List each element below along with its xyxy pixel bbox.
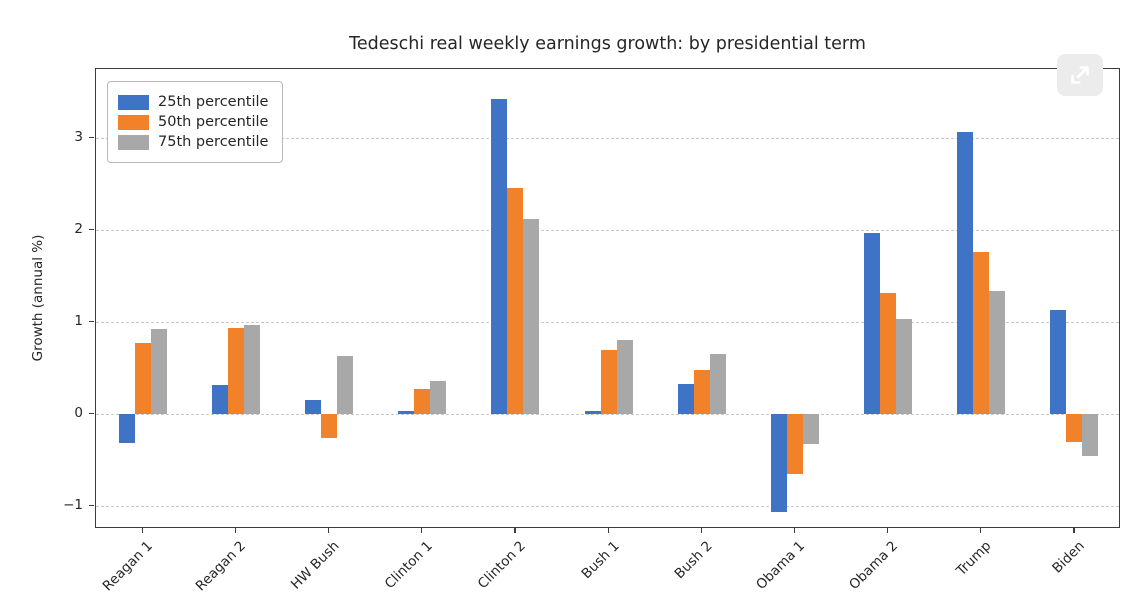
bar bbox=[430, 380, 447, 414]
x-tick-label: Reagan 1 bbox=[99, 538, 156, 595]
legend-swatch bbox=[118, 94, 149, 110]
bar bbox=[398, 411, 415, 414]
y-axis-tick bbox=[89, 321, 94, 323]
y-tick-label: −1 bbox=[63, 497, 83, 513]
x-tick-label: Clinton 1 bbox=[381, 538, 436, 593]
y-axis-label: Growth (annual %) bbox=[30, 234, 46, 362]
legend-swatch bbox=[118, 114, 149, 130]
bar bbox=[709, 354, 726, 414]
x-tick-label: Obama 1 bbox=[752, 538, 808, 593]
expand-arrow-icon bbox=[1071, 66, 1089, 84]
legend-swatch bbox=[118, 134, 149, 150]
bar bbox=[243, 324, 260, 414]
bar bbox=[150, 329, 167, 414]
y-tick-label: 2 bbox=[74, 221, 83, 237]
x-axis-tick bbox=[980, 528, 982, 533]
x-axis-tick bbox=[607, 528, 609, 533]
x-axis-tick bbox=[1073, 528, 1075, 533]
gridline bbox=[96, 230, 1119, 231]
bar bbox=[336, 356, 353, 414]
bar bbox=[584, 411, 601, 414]
legend-label: 25th percentile bbox=[158, 94, 269, 110]
bar bbox=[973, 252, 990, 414]
bar bbox=[227, 328, 244, 414]
y-axis-tick bbox=[89, 505, 94, 507]
y-axis-tick bbox=[89, 229, 94, 231]
bar bbox=[134, 343, 151, 414]
bar bbox=[864, 232, 881, 414]
legend-item: 25th percentile bbox=[118, 94, 268, 110]
x-tick-label: Reagan 2 bbox=[192, 538, 249, 595]
x-axis-tick bbox=[421, 528, 423, 533]
x-axis-tick bbox=[141, 528, 143, 533]
bar bbox=[414, 389, 431, 414]
legend-item: 50th percentile bbox=[118, 114, 268, 130]
x-tick-label: Obama 2 bbox=[846, 538, 902, 593]
gridline bbox=[96, 506, 1119, 507]
legend-label: 75th percentile bbox=[158, 134, 269, 150]
x-tick-label: Clinton 2 bbox=[475, 538, 530, 593]
gridline bbox=[96, 138, 1119, 139]
legend: 25th percentile 50th percentile 75th perce… bbox=[107, 81, 284, 163]
x-tick-label: Bush 1 bbox=[578, 538, 623, 583]
bar bbox=[989, 290, 1006, 414]
bar bbox=[693, 369, 710, 414]
bar bbox=[802, 414, 819, 445]
y-tick-label: 1 bbox=[74, 313, 83, 329]
legend-label: 50th percentile bbox=[158, 114, 269, 130]
x-axis-tick bbox=[514, 528, 516, 533]
bar bbox=[507, 187, 524, 414]
gridline bbox=[96, 414, 1119, 415]
bar bbox=[211, 385, 228, 414]
bar bbox=[1066, 414, 1083, 442]
x-tick-label: Biden bbox=[1049, 538, 1089, 577]
bar bbox=[616, 340, 633, 414]
bar bbox=[880, 292, 897, 414]
bar bbox=[677, 383, 694, 414]
bar bbox=[896, 319, 913, 414]
plot-area: 25th percentile 50th percentile 75th perce… bbox=[95, 68, 1120, 528]
y-axis-tick bbox=[89, 137, 94, 139]
x-tick-label: Trump bbox=[953, 538, 995, 580]
legend-item: 75th percentile bbox=[118, 134, 268, 150]
bar bbox=[320, 414, 337, 438]
bar bbox=[786, 414, 803, 474]
x-axis-tick bbox=[234, 528, 236, 533]
x-axis-tick bbox=[700, 528, 702, 533]
bar bbox=[304, 400, 321, 414]
y-tick-label: 0 bbox=[74, 405, 83, 421]
x-tick-label: HW Bush bbox=[287, 538, 343, 593]
y-tick-label: 3 bbox=[74, 129, 83, 145]
chart-title: Tedeschi real weekly earnings growth: by… bbox=[349, 34, 866, 54]
bar bbox=[770, 414, 787, 513]
x-tick-label: Bush 2 bbox=[671, 538, 716, 583]
expand-icon[interactable] bbox=[1057, 54, 1103, 96]
bar bbox=[491, 99, 508, 414]
x-axis-tick bbox=[327, 528, 330, 533]
bar bbox=[118, 414, 135, 444]
y-axis-tick bbox=[89, 413, 94, 415]
x-axis-tick bbox=[887, 528, 889, 533]
bar bbox=[600, 349, 617, 414]
x-axis-tick bbox=[793, 528, 796, 533]
bar bbox=[1082, 414, 1099, 457]
bar bbox=[957, 131, 974, 414]
gridline bbox=[96, 322, 1119, 323]
bar bbox=[1050, 310, 1067, 414]
bar bbox=[523, 218, 540, 414]
